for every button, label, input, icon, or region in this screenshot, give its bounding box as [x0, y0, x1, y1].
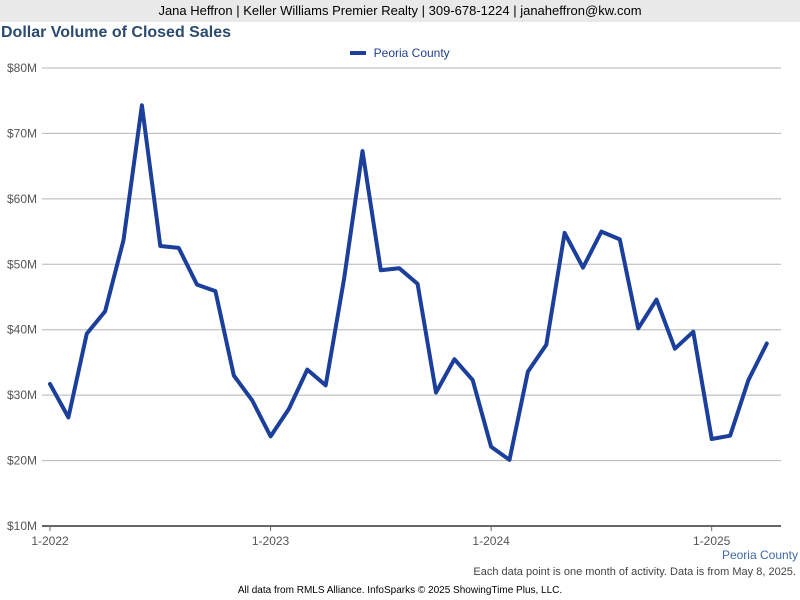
contact-line: Jana Heffron | Keller Williams Premier R…	[158, 3, 642, 18]
y-tick-label: $30M	[7, 388, 37, 402]
x-tick-label: 1-2025	[693, 534, 731, 548]
y-tick-label: $80M	[7, 61, 37, 75]
x-tick-label: 1-2022	[31, 534, 69, 548]
y-tick-label: $40M	[7, 323, 37, 337]
y-tick-label: $10M	[7, 519, 37, 533]
footer-credit: All data from RMLS Alliance. InfoSparks …	[237, 585, 563, 596]
y-tick-label: $20M	[7, 454, 37, 468]
x-tick-label: 1-2024	[472, 534, 510, 548]
header-contact-bar: Jana Heffron | Keller Williams Premier R…	[0, 0, 800, 22]
legend-label: Peoria County	[373, 46, 450, 60]
y-tick-label: $60M	[7, 192, 37, 206]
y-tick-label: $70M	[7, 126, 37, 140]
legend-swatch	[350, 50, 367, 55]
chart-legend[interactable]: Peoria County	[0, 46, 800, 60]
series-line-peoria-county	[48, 103, 769, 462]
chart-title: Dollar Volume of Closed Sales	[1, 24, 231, 41]
series-end-label: Peoria County	[721, 548, 798, 562]
y-tick-label: $50M	[7, 257, 37, 271]
data-note: Each data point is one month of activity…	[473, 566, 796, 578]
x-tick-label: 1-2023	[252, 534, 290, 548]
